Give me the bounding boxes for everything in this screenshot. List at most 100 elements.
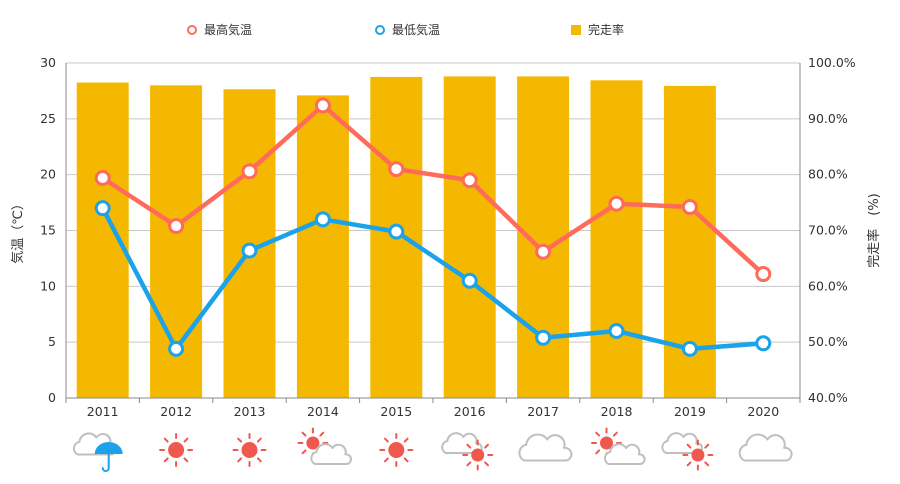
bar-2016 [443, 76, 496, 399]
sun-rays [159, 433, 194, 467]
sun-ray [704, 443, 710, 449]
y-left-axis-title: 気温（℃） [10, 197, 26, 264]
y-right-tick-label: 50.0% [808, 334, 848, 349]
x-tick-label: 2013 [234, 404, 266, 419]
sun-ray [301, 449, 307, 455]
cloud-shape [518, 433, 573, 462]
point-2017 [535, 243, 552, 260]
sun-rays [232, 433, 267, 467]
sun-ray [319, 431, 325, 437]
sun-disc [691, 448, 705, 462]
legend-marker [571, 25, 581, 35]
bar-2014 [296, 95, 349, 398]
line-series-最高気温 [94, 97, 772, 283]
point-2018 [608, 323, 625, 339]
point-2014 [314, 211, 331, 228]
line-series-最低気温 [94, 200, 772, 357]
cloud-icon [738, 433, 793, 462]
x-tick-label: 2012 [160, 404, 192, 419]
point-2011 [94, 170, 111, 187]
y-right-tick-label: 90.0% [808, 111, 848, 126]
umbrella-canopy [94, 442, 123, 455]
legend: 最高気温 最低気温 完走率 [187, 22, 624, 37]
sun-ray [466, 461, 472, 467]
sun-ray [163, 437, 169, 443]
cloud-rain-icon [72, 432, 123, 472]
cloud-shape [661, 432, 703, 454]
point-2013 [241, 242, 258, 259]
bar-series-完走率 [76, 76, 716, 399]
legend-label: 最低気温 [392, 22, 440, 37]
point-2017 [535, 329, 552, 346]
cloud-shape [310, 443, 352, 465]
y-left-tick-label: 30 [40, 55, 56, 70]
sun-ray [256, 457, 262, 463]
point-2020 [755, 335, 772, 352]
y-left-ticks: 0 5 10 15 20 25 30 [40, 55, 56, 405]
point-2011 [94, 200, 111, 217]
legend-marker [187, 25, 197, 35]
sun-ray [484, 461, 489, 467]
sun-icon [379, 433, 414, 467]
sun-ray [403, 437, 409, 443]
point-2020 [755, 266, 772, 283]
sun-icon [159, 433, 194, 467]
y-left-tick-label: 0 [48, 390, 56, 405]
sun-disc [388, 442, 405, 458]
point-2015 [388, 223, 405, 240]
weather-icons [72, 427, 793, 472]
point-2013 [241, 163, 258, 180]
bar-2018 [590, 80, 643, 398]
legend-label: 最高気温 [204, 22, 252, 37]
sun-ray [183, 457, 189, 463]
x-tick-label: 2016 [454, 404, 486, 419]
y-left-tick-label: 10 [40, 278, 56, 293]
point-2019 [681, 340, 698, 357]
cloud-shape [738, 433, 793, 462]
sun-ray [237, 457, 243, 463]
x-tick-label: 2011 [87, 404, 119, 419]
sun-disc [241, 442, 258, 458]
y-right-axis-title: 完走率 (%) [866, 193, 882, 268]
x-tick-label: 2019 [674, 404, 706, 419]
sun-cloud-icon [297, 427, 352, 465]
sun-ray [383, 457, 389, 463]
y-right-tick-label: 80.0% [808, 167, 848, 182]
sun-disc [306, 436, 320, 450]
y-right-ticks: 40.0% 50.0% 60.0% 70.0% 80.0% 90.0% 100.0% [808, 55, 856, 405]
sun-ray [237, 437, 243, 443]
y-right-tick-label: 70.0% [808, 223, 848, 238]
sun-ray [183, 437, 189, 443]
sun-ray [595, 431, 601, 437]
sun-rays [682, 439, 714, 471]
series-line [100, 103, 766, 277]
point-2012 [168, 218, 185, 235]
sun-ray [484, 443, 489, 449]
legend-label: 完走率 [588, 22, 624, 37]
y-right-tick-label: 100.0% [808, 55, 856, 70]
x-tick-label: 2020 [747, 404, 779, 419]
y-right-tick-label: 60.0% [808, 278, 848, 293]
sun-ray [163, 457, 169, 463]
sun-disc [600, 436, 613, 450]
y-left-tick-label: 15 [40, 223, 56, 238]
y-left-tick-label: 5 [48, 334, 56, 349]
sun-ray [612, 431, 618, 437]
x-axis-ticks: 2011 2012 2013 2014 2015 2016 2017 2018 2019 2020 [65, 398, 801, 419]
cloud-sun-icon [441, 432, 494, 471]
cloud-icon [518, 433, 573, 462]
point-2014 [314, 97, 331, 114]
y-left-tick-label: 20 [40, 167, 56, 182]
sun-ray [383, 437, 389, 443]
x-tick-label: 2017 [527, 404, 559, 419]
sun-disc [168, 442, 185, 458]
point-2012 [168, 340, 185, 357]
sun-ray [595, 449, 601, 455]
point-2016 [461, 172, 478, 189]
umbrella-handle [101, 453, 110, 472]
point-2019 [681, 199, 698, 216]
sun-rays [462, 439, 494, 471]
sun-ray [466, 443, 472, 449]
x-tick-label: 2015 [380, 404, 412, 419]
